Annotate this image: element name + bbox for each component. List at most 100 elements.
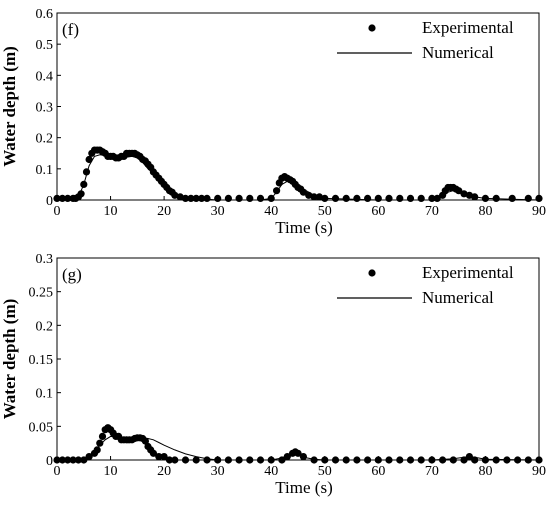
y-tick-label: 0.2 <box>36 132 54 147</box>
data-point-experimental <box>321 456 329 464</box>
data-point-experimental <box>85 453 93 461</box>
x-tick-label: 30 <box>211 464 225 479</box>
data-point-experimental <box>64 456 72 464</box>
data-point-experimental <box>428 456 436 464</box>
y-tick-label: 0.5 <box>36 38 54 53</box>
x-tick-label: 20 <box>157 464 171 479</box>
data-point-experimental <box>331 194 340 202</box>
data-point-experimental <box>192 456 200 464</box>
y-tick-label: 0.4 <box>36 69 54 84</box>
data-point-experimental <box>77 190 85 198</box>
data-point-experimental <box>535 194 543 202</box>
y-tick-label: 0.1 <box>36 387 54 402</box>
data-point-experimental <box>82 168 91 176</box>
data-point-experimental <box>342 194 350 202</box>
data-point-experimental <box>80 456 88 464</box>
data-point-experimental <box>187 194 195 202</box>
x-tick-label: 50 <box>318 204 332 219</box>
x-tick-label: 90 <box>532 464 546 479</box>
data-point-experimental <box>433 194 441 202</box>
y-tick-label: 0.3 <box>36 101 54 116</box>
y-tick-label: 0.1 <box>36 163 54 178</box>
data-point-experimental <box>256 456 265 464</box>
data-point-experimental <box>58 456 66 464</box>
data-point-experimental <box>171 456 179 464</box>
legend-label-experimental: Experimental <box>422 263 514 282</box>
data-point-experimental <box>160 453 168 461</box>
data-point-experimental <box>96 439 104 447</box>
data-point-experimental <box>93 446 101 454</box>
legend-marker-experimental <box>368 269 376 277</box>
data-point-experimental <box>455 187 463 195</box>
data-point-experimental <box>492 456 500 464</box>
data-point-experimental <box>524 194 532 202</box>
x-tick-label: 40 <box>264 464 278 479</box>
data-point-experimental <box>514 456 522 464</box>
plot-frame <box>56 12 540 201</box>
data-point-experimental <box>203 194 211 202</box>
data-point-experimental <box>278 456 286 464</box>
data-point-experimental <box>235 194 243 202</box>
data-point-experimental <box>460 456 468 464</box>
data-point-experimental <box>315 193 323 201</box>
data-point-experimental <box>98 432 107 440</box>
data-point-experimental <box>353 456 361 464</box>
data-point-experimental <box>385 194 393 202</box>
data-point-experimental <box>396 456 404 464</box>
data-point-experimental <box>331 456 340 464</box>
legend-label-numerical: Numerical <box>422 288 494 307</box>
x-tick-label: 60 <box>371 204 385 219</box>
data-point-experimental <box>53 194 61 202</box>
x-tick-label: 40 <box>264 204 278 219</box>
y-tick-label: 0.15 <box>29 353 54 368</box>
x-tick-label: 70 <box>425 204 439 219</box>
data-point-experimental <box>310 456 318 464</box>
data-point-experimental <box>256 194 265 202</box>
legend-marker-experimental <box>368 24 376 32</box>
data-point-experimental <box>80 180 88 188</box>
panel-label: (f) <box>62 20 79 39</box>
x-tick-label: 50 <box>318 464 332 479</box>
data-point-experimental <box>310 193 318 201</box>
data-point-experimental <box>465 453 473 461</box>
x-tick-label: 90 <box>532 204 546 219</box>
y-tick-label: 0.6 <box>36 7 54 22</box>
legend-label-experimental: Experimental <box>422 18 514 37</box>
data-point-experimental <box>503 456 511 464</box>
y-tick-label: 0.2 <box>36 319 54 334</box>
x-tick-label: 20 <box>157 204 171 219</box>
data-point-experimental <box>364 456 372 464</box>
data-point-experimental <box>364 194 372 202</box>
y-tick-label: 0 <box>46 194 53 209</box>
chart-panel-2: 0 10 20 30 40 50 60 70 80 90 0 0.05 0.1 0.15 0.2 0.25 0.… <box>0 252 546 497</box>
data-point-experimental <box>267 456 275 464</box>
x-tick-label: 80 <box>478 464 492 479</box>
data-point-experimental <box>396 194 404 202</box>
data-point-experimental <box>417 456 425 464</box>
data-point-experimental <box>406 194 415 202</box>
data-point-experimental <box>439 456 447 464</box>
x-tick-label: 10 <box>104 204 118 219</box>
data-point-experimental <box>149 449 157 457</box>
data-point-experimental <box>181 456 190 464</box>
data-point-experimental <box>417 194 425 202</box>
y-axis-label: Water depth (m) <box>0 299 19 420</box>
data-point-experimental <box>224 456 232 464</box>
y-tick-label: 0.3 <box>36 252 54 267</box>
data-point-experimental <box>224 194 232 202</box>
data-point-experimental <box>353 194 361 202</box>
data-point-experimental <box>481 194 489 202</box>
data-point-experimental <box>385 456 393 464</box>
data-point-experimental <box>524 456 532 464</box>
data-point-experimental <box>481 456 489 464</box>
data-point-experimental <box>428 194 436 202</box>
data-point-experimental <box>535 456 543 464</box>
data-point-experimental <box>508 194 516 202</box>
y-tick-label: 0 <box>46 454 53 469</box>
data-point-experimental <box>246 194 254 202</box>
data-point-experimental <box>53 456 61 464</box>
x-tick-label: 60 <box>371 464 385 479</box>
panel-label: (g) <box>62 265 82 284</box>
